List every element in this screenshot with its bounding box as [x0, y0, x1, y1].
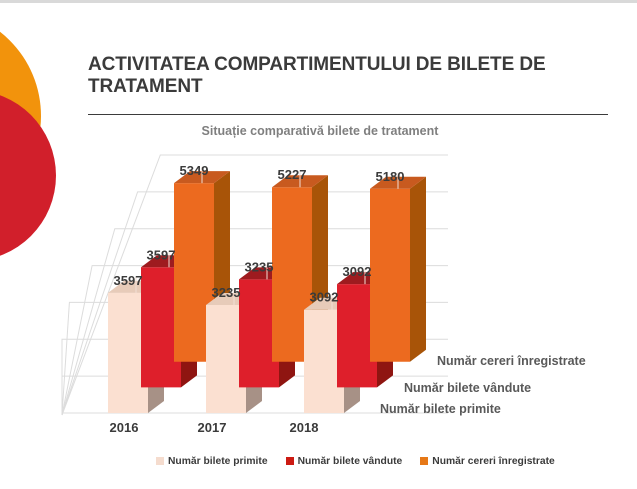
svg-text:5227: 5227: [278, 167, 307, 182]
svg-text:Număr bilete primite: Număr bilete primite: [380, 402, 501, 416]
svg-text:5349: 5349: [180, 163, 209, 178]
svg-text:3235: 3235: [212, 285, 241, 300]
svg-text:3597: 3597: [147, 247, 176, 262]
svg-text:2016: 2016: [110, 420, 139, 435]
svg-text:3597: 3597: [114, 273, 143, 288]
svg-text:2018: 2018: [290, 420, 319, 435]
svg-text:3092: 3092: [343, 264, 372, 279]
svg-text:3092: 3092: [310, 290, 339, 305]
svg-text:Număr cereri înregistrate: Număr cereri înregistrate: [437, 354, 586, 368]
svg-text:Număr bilete vândute: Număr bilete vândute: [404, 381, 531, 395]
svg-text:2017: 2017: [198, 420, 227, 435]
svg-text:5180: 5180: [376, 169, 405, 184]
svg-text:3235: 3235: [245, 259, 274, 274]
